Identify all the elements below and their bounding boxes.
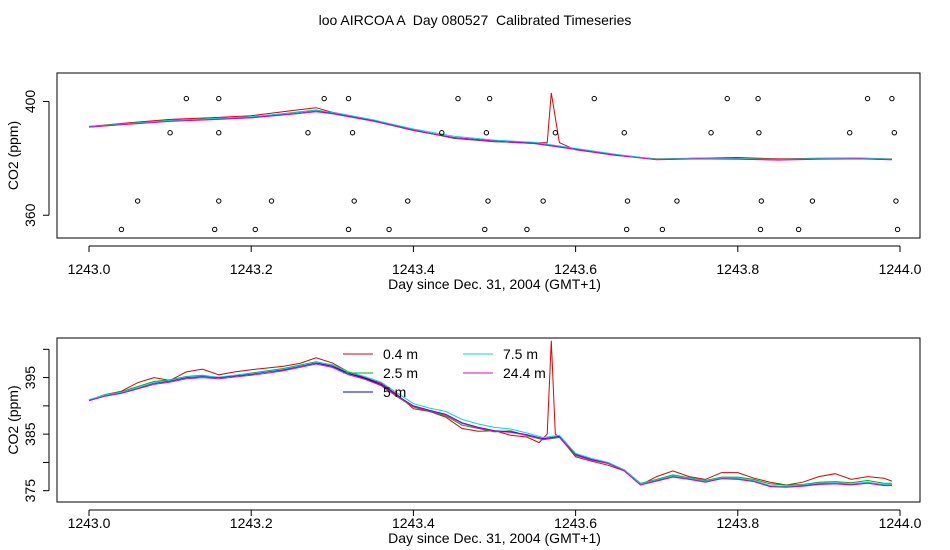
data-marker — [455, 95, 461, 102]
x-tick-label: 1243.0 — [68, 261, 111, 277]
y-axis-label: CO2 (ppm) — [5, 121, 21, 190]
x-tick-label: 1243.0 — [68, 515, 111, 531]
legend-label: 0.4 m — [383, 346, 418, 362]
legend-label: 7.5 m — [503, 346, 538, 362]
data-marker — [795, 226, 802, 233]
data-marker — [268, 198, 275, 204]
x-axis-label: Day since Dec. 31, 2004 (GMT+1) — [388, 530, 601, 546]
x-tick-label: 1244.0 — [879, 515, 922, 531]
data-marker — [809, 198, 816, 204]
x-tick-label: 1243.8 — [716, 261, 759, 277]
data-marker — [486, 95, 493, 102]
data-marker — [847, 130, 853, 136]
legend: 0.4 m 2.5 m 5 m 7.5 m 24.4 m — [343, 346, 546, 400]
page-title: loo AIRCOA A Day 080527 Calibrated Times… — [318, 12, 632, 28]
data-marker — [540, 198, 546, 204]
x-tick-label: 1243.6 — [554, 261, 597, 277]
data-marker — [758, 198, 765, 204]
y-tick-label: 375 — [22, 479, 38, 503]
plot-frame — [56, 337, 921, 503]
legend-label: 2.5 m — [383, 365, 418, 381]
data-marker — [755, 95, 761, 102]
series-line-0-4-m — [88, 340, 893, 486]
x-tick-label: 1243.2 — [230, 515, 273, 531]
y-tick-label: 400 — [22, 90, 38, 114]
data-marker — [756, 130, 762, 136]
y-tick-label: 360 — [22, 203, 38, 227]
x-tick-label: 1243.8 — [716, 515, 759, 531]
series-line-5-m — [88, 362, 892, 488]
x-tick-label: 1243.2 — [230, 261, 273, 277]
data-marker — [891, 130, 898, 136]
data-marker — [212, 226, 218, 233]
data-marker — [485, 198, 491, 204]
x-tick-label: 1243.4 — [392, 515, 435, 531]
data-marker — [216, 130, 222, 136]
data-marker — [252, 226, 258, 233]
data-marker — [708, 130, 714, 136]
series-line-24-4-m — [88, 111, 892, 161]
data-marker — [724, 95, 730, 102]
data-marker — [674, 198, 680, 204]
data-marker — [183, 95, 190, 102]
series-line-24-4-m — [88, 363, 892, 488]
data-marker — [345, 95, 352, 102]
data-marker — [894, 226, 901, 233]
data-marker — [349, 130, 356, 136]
x-tick-label: 1244.0 — [879, 261, 922, 277]
data-marker — [621, 130, 627, 136]
data-marker — [889, 95, 895, 102]
data-marker — [216, 95, 222, 102]
x-tick-label: 1243.4 — [392, 261, 435, 277]
data-marker — [757, 226, 764, 233]
data-marker — [118, 226, 125, 233]
data-marker — [321, 95, 327, 102]
data-marker — [405, 198, 411, 204]
y-axis-label: CO2 (ppm) — [5, 385, 21, 454]
data-marker — [591, 95, 597, 102]
chart-panel-1: 1243.0 1243.2 1243.4 1243.6 1243.8 1244.0 Day … — [5, 72, 922, 292]
x-tick-label: 1243.6 — [554, 515, 597, 531]
x-axis-label: Day since Dec. 31, 2004 (GMT+1) — [388, 276, 601, 292]
data-marker — [216, 198, 222, 204]
chart-panel-2: 1243.0 1243.2 1243.4 1243.6 1243.8 1244.0 Day … — [5, 337, 922, 546]
data-marker — [483, 130, 490, 136]
legend-label: 24.4 m — [503, 365, 546, 381]
data-marker — [134, 198, 141, 204]
data-marker — [305, 130, 311, 136]
series-line-0-4-m — [88, 92, 892, 160]
series-line-2-5-m — [88, 361, 892, 486]
data-marker — [524, 226, 530, 233]
series-line-7-5-m — [88, 361, 892, 487]
data-marker — [659, 226, 666, 233]
legend-label: 5 m — [383, 384, 406, 400]
series-line-7-5-m — [88, 109, 892, 161]
plot-frame — [56, 72, 921, 239]
data-marker — [864, 95, 871, 102]
data-marker — [552, 130, 559, 136]
y-tick-label: 395 — [22, 366, 38, 390]
data-marker — [623, 226, 630, 233]
data-marker — [167, 130, 173, 136]
y-tick-label: 385 — [22, 422, 38, 446]
data-marker — [386, 226, 392, 233]
data-marker — [893, 198, 899, 204]
data-marker — [482, 226, 488, 233]
data-marker — [439, 130, 445, 136]
data-marker — [345, 226, 352, 233]
data-marker — [624, 198, 631, 204]
data-marker — [351, 198, 357, 204]
